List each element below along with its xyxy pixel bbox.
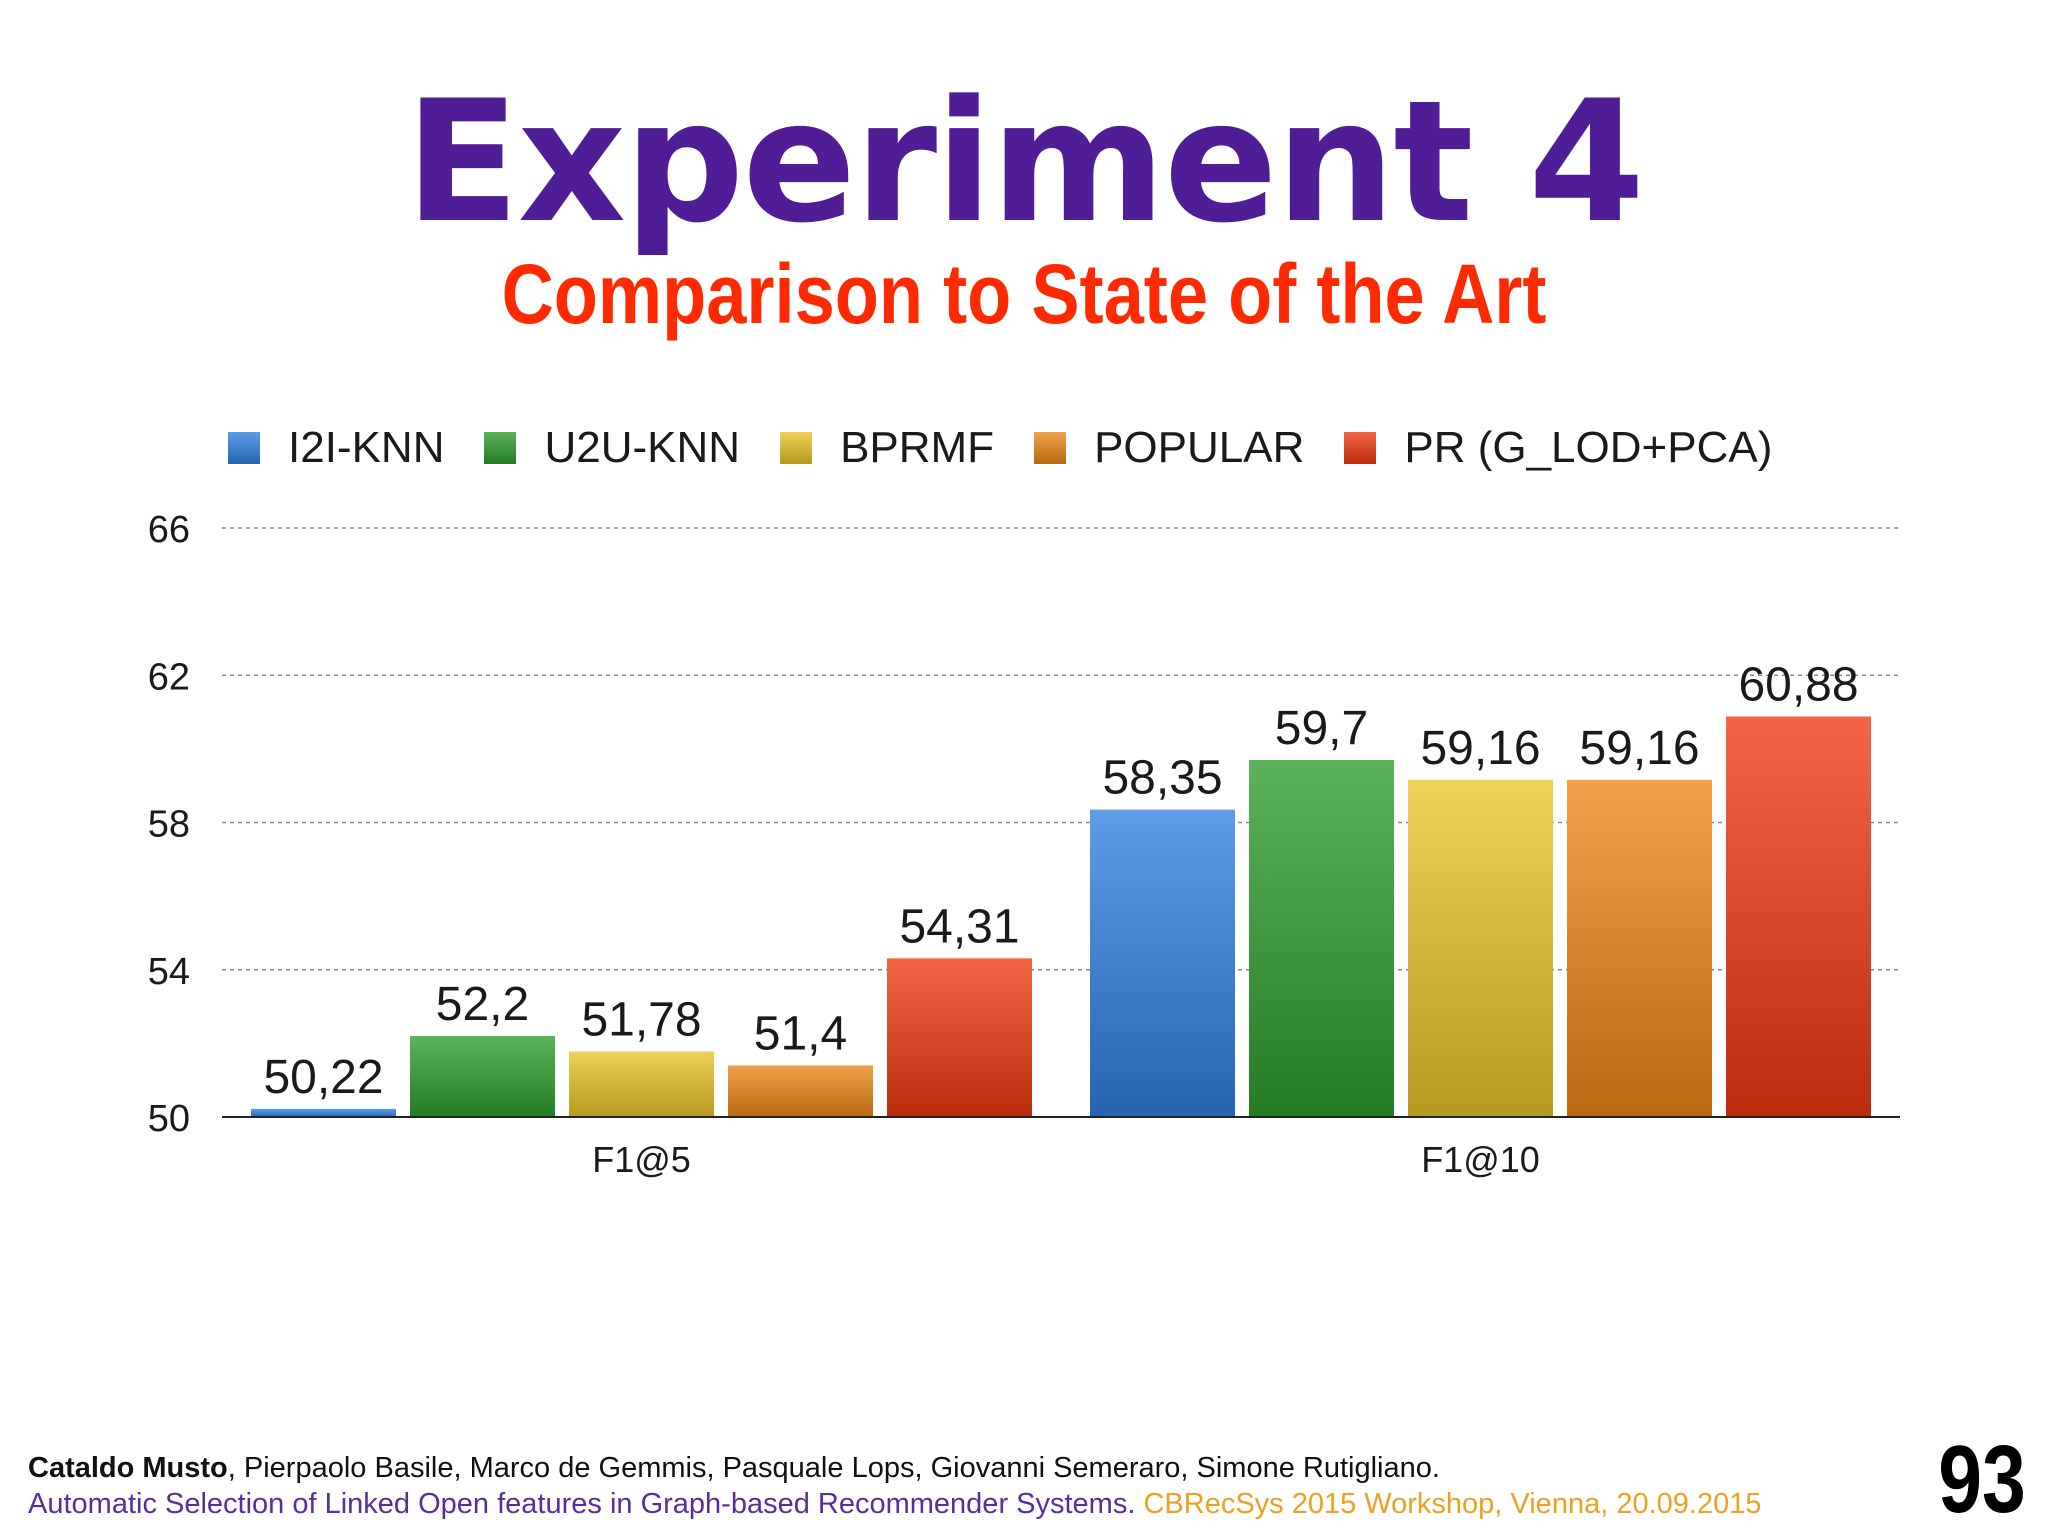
lead-author: Cataldo Musto <box>28 1452 228 1484</box>
legend-item: PR (G_LOD+PCA) <box>1344 423 1772 473</box>
bar <box>410 1036 555 1117</box>
page-number: 93 <box>1938 1426 2026 1533</box>
legend-item: I2I-KNN <box>228 423 444 473</box>
y-tick-label: 66 <box>148 509 190 551</box>
legend-swatch <box>228 432 260 464</box>
chart-legend: I2I-KNN U2U-KNN BPRMF POPULAR PR (G_LOD+PCA) <box>228 420 1812 476</box>
legend-swatch <box>484 432 517 464</box>
y-tick-label: 62 <box>148 656 190 698</box>
data-label: 60,88 <box>1738 658 1858 711</box>
data-label: 59,16 <box>1420 722 1540 775</box>
bar <box>251 1108 396 1117</box>
footer-authors: Cataldo Musto, Pierpaolo Basile, Marco d… <box>28 1452 1440 1485</box>
venue: CBRecSys 2015 Workshop, Vienna, 20.09.20… <box>1135 1488 1762 1520</box>
y-axis-ticks: 50 54 58 62 66 <box>148 509 190 1140</box>
legend-label: U2U-KNN <box>544 423 741 472</box>
data-label: 54,31 <box>899 900 1019 953</box>
data-label: 59,16 <box>1579 722 1699 775</box>
legend-item: U2U-KNN <box>484 423 740 473</box>
y-tick-label: 58 <box>148 804 190 846</box>
data-label: 59,7 <box>1275 702 1368 755</box>
paper-title: Automatic Selection of Linked Open featu… <box>28 1488 1136 1520</box>
bar <box>1408 779 1553 1117</box>
slide-subtitle: Comparison to State of the Art <box>501 247 1547 341</box>
x-tick-label: F1@5 <box>592 1139 691 1180</box>
other-authors: , Pierpaolo Basile, Marco de Gemmis, Pas… <box>227 1452 1440 1484</box>
legend-swatch <box>780 432 813 464</box>
bars <box>251 716 1871 1117</box>
bar <box>1567 779 1712 1117</box>
bar <box>1249 759 1394 1117</box>
legend-item: POPULAR <box>1034 423 1304 473</box>
legend-label: PR (G_LOD+PCA) <box>1404 423 1773 472</box>
bar <box>1090 809 1235 1117</box>
bar <box>1726 716 1871 1117</box>
legend-item: BPRMF <box>780 423 994 473</box>
y-tick-label: 50 <box>148 1098 190 1140</box>
bar <box>569 1051 714 1117</box>
legend-swatch <box>1034 432 1067 464</box>
data-label: 51,78 <box>581 993 701 1046</box>
footer-paper: Automatic Selection of Linked Open featu… <box>28 1488 1761 1521</box>
legend-label: I2I-KNN <box>288 423 445 472</box>
bar <box>728 1065 873 1117</box>
legend-swatch <box>1344 432 1377 464</box>
legend-label: BPRMF <box>840 423 995 472</box>
legend-label: POPULAR <box>1094 423 1305 472</box>
x-axis-ticks: F1@5 F1@10 <box>592 1139 1540 1180</box>
bar <box>887 958 1032 1117</box>
data-label: 51,4 <box>754 1007 847 1060</box>
data-label: 52,2 <box>436 978 529 1031</box>
slide-title: Experiment 4 <box>404 64 1645 260</box>
data-label: 50,22 <box>263 1051 383 1104</box>
y-tick-label: 54 <box>148 951 190 993</box>
x-tick-label: F1@10 <box>1421 1139 1540 1180</box>
data-label: 58,35 <box>1102 752 1222 805</box>
data-labels: 50,22 52,2 51,78 51,4 54,31 58,35 59,7 59,16 59,… <box>263 658 1858 1103</box>
